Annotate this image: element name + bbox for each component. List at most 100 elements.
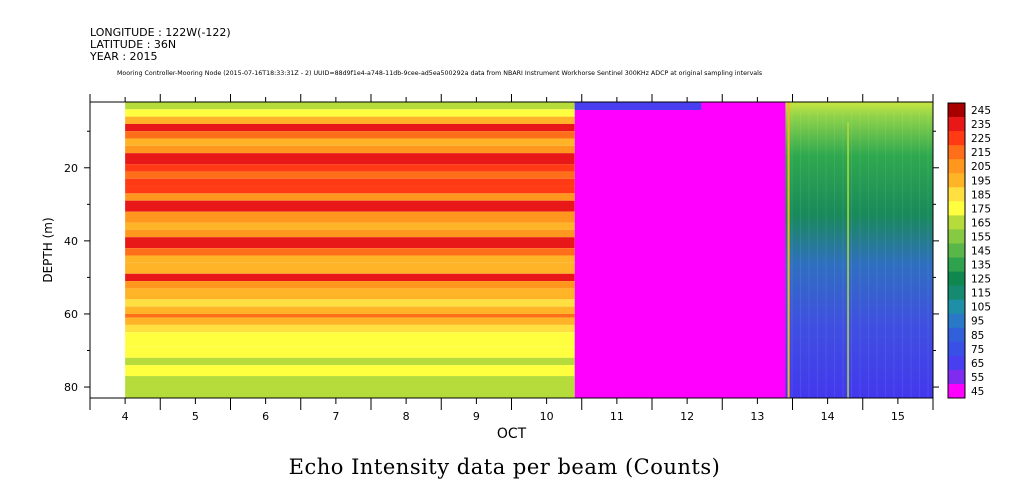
colorbar-label: 175 <box>971 203 991 215</box>
colorbar-label: 135 <box>971 260 991 272</box>
x-tick-label: 11 <box>610 410 624 423</box>
colorbar-swatch <box>948 215 965 230</box>
heatmap-band <box>125 317 575 325</box>
heatmap-band <box>125 131 575 139</box>
heatmap-band <box>125 211 575 223</box>
colorbar-swatch <box>948 257 965 272</box>
heatmap-band <box>125 145 575 154</box>
heatmap-band <box>125 313 575 318</box>
colorbar-swatch <box>948 103 965 118</box>
x-tick-label: 4 <box>122 410 129 423</box>
x-tick-label: 6 <box>262 410 269 423</box>
heatmap-texture <box>935 112 937 398</box>
colorbar-label: 145 <box>971 246 991 258</box>
colorbar-label: 165 <box>971 217 991 229</box>
colorbar-swatch <box>948 145 965 160</box>
colorbar-label: 225 <box>971 133 991 145</box>
heatmap-band <box>125 288 575 300</box>
heatmap-texture <box>918 112 920 398</box>
heatmap-texture <box>867 112 869 398</box>
heatmap-band <box>125 306 575 314</box>
heatmap-texture <box>850 112 852 398</box>
heatmap-band <box>125 281 575 289</box>
y-tick-label: 40 <box>64 235 78 248</box>
colorbar-swatch <box>948 187 965 202</box>
heatmap-band <box>125 171 575 179</box>
x-tick-label: 12 <box>680 410 694 423</box>
colorbar-swatch <box>948 243 965 258</box>
chart-subtitle: Mooring Controller-Mooring Node (2015-07… <box>117 70 763 77</box>
heatmap-spike-line <box>847 122 849 398</box>
heatmap-band <box>125 153 575 165</box>
heatmap-band <box>125 262 575 274</box>
y-tick-label: 20 <box>64 162 78 175</box>
colorbar-swatch <box>948 369 965 385</box>
heatmap-band <box>125 178 575 187</box>
colorbar-label: 155 <box>971 231 991 243</box>
x-tick-label: 8 <box>403 410 410 423</box>
colorbar-label: 195 <box>971 175 991 187</box>
colorbar-swatch <box>948 271 965 287</box>
x-tick-label: 15 <box>891 410 905 423</box>
colorbar-label: 95 <box>971 316 984 328</box>
latitude-label: LATITUDE : 36N <box>90 38 177 51</box>
heatmap-band <box>125 365 575 377</box>
x-tick-label: 10 <box>540 410 554 423</box>
heatmap-texture <box>799 112 801 398</box>
colorbar-swatch <box>948 117 965 132</box>
colorbar-label: 85 <box>971 330 984 342</box>
colorbar-label: 65 <box>971 358 984 370</box>
colorbar-frame <box>947 102 966 399</box>
heatmap-band <box>125 222 575 230</box>
heatmap-texture <box>893 112 895 398</box>
heatmap-block-gradient <box>785 102 933 398</box>
colorbar-label: 125 <box>971 274 991 286</box>
colorbar-label: 55 <box>971 372 984 384</box>
heatmap-band <box>125 164 575 172</box>
colorbar-swatch <box>948 131 965 146</box>
x-tick-label: 14 <box>821 410 835 423</box>
heatmap-band <box>125 109 575 117</box>
heatmap-band <box>125 193 575 201</box>
colorbar-swatch <box>948 355 965 371</box>
colorbar-swatch <box>948 299 965 315</box>
longitude-label: LONGITUDE : 122W(-122) <box>90 26 231 39</box>
heatmap-transition-line <box>787 102 790 398</box>
heatmap-texture <box>842 112 844 398</box>
colorbar-label: 45 <box>971 386 984 398</box>
heatmap-band <box>125 324 575 333</box>
heatmap-texture <box>884 112 886 398</box>
heatmap-band <box>125 186 575 194</box>
x-axis-label: OCT <box>497 426 527 442</box>
y-tick-label: 60 <box>64 308 78 321</box>
heatmap-texture <box>927 112 929 398</box>
y-axis-label: DEPTH (m) <box>41 217 55 282</box>
heatmap-band <box>125 123 575 132</box>
heatmap-texture <box>816 112 818 398</box>
colorbar-label: 75 <box>971 344 984 356</box>
year-label: YEAR : 2015 <box>90 50 158 63</box>
x-tick-label: 7 <box>332 410 339 423</box>
heatmap-band <box>125 273 575 282</box>
heatmap-texture <box>808 112 810 398</box>
heatmap-band <box>125 332 575 347</box>
colorbar-swatch <box>948 285 965 301</box>
heatmap-band <box>125 200 575 212</box>
colorbar-swatch <box>948 327 965 343</box>
heatmap-texture <box>791 112 793 398</box>
heatmap-texture <box>859 112 861 398</box>
heatmap-band <box>125 116 575 124</box>
colorbar-swatch <box>948 383 965 399</box>
heatmap-band <box>125 229 575 238</box>
heatmap-band <box>125 255 575 263</box>
colorbar-label: 115 <box>971 288 991 300</box>
colorbar-swatch <box>948 313 965 329</box>
heatmap-band <box>125 237 575 249</box>
heatmap-texture <box>825 112 827 398</box>
heatmap-band <box>125 102 575 110</box>
colorbar-swatch <box>948 229 965 244</box>
colorbar-label: 205 <box>971 161 991 173</box>
heatmap-texture <box>901 112 903 398</box>
heatmap-texture <box>876 112 878 398</box>
